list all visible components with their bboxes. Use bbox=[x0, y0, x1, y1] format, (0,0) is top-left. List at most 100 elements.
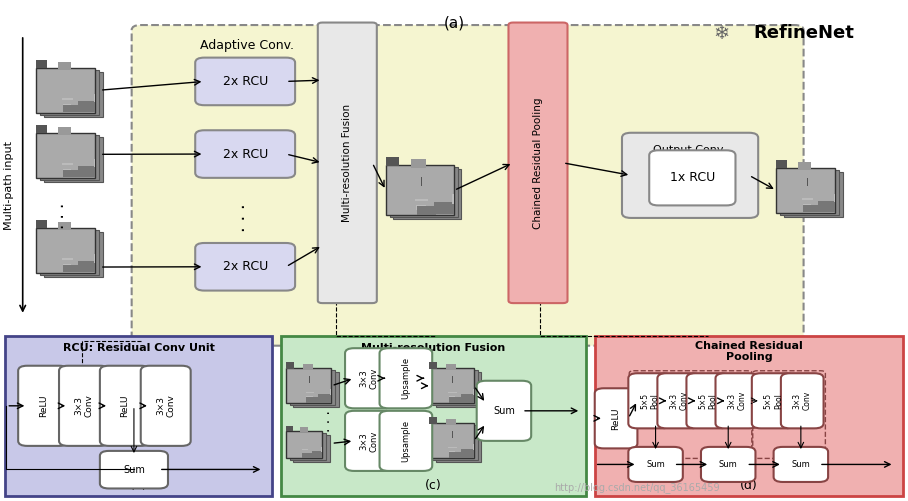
Bar bbox=[286, 368, 331, 403]
Bar bbox=[803, 205, 820, 212]
Bar bbox=[415, 199, 428, 201]
Bar bbox=[318, 394, 331, 403]
FancyBboxPatch shape bbox=[701, 447, 755, 482]
FancyBboxPatch shape bbox=[781, 373, 824, 428]
Bar bbox=[78, 166, 95, 177]
FancyBboxPatch shape bbox=[380, 348, 432, 408]
FancyBboxPatch shape bbox=[628, 447, 683, 482]
Bar bbox=[286, 362, 294, 369]
Bar bbox=[449, 452, 462, 458]
Bar bbox=[36, 220, 47, 228]
FancyBboxPatch shape bbox=[100, 366, 150, 446]
Bar bbox=[78, 101, 95, 112]
Bar bbox=[62, 258, 73, 260]
FancyBboxPatch shape bbox=[132, 25, 804, 346]
Bar bbox=[300, 427, 308, 432]
Bar bbox=[63, 264, 71, 269]
FancyBboxPatch shape bbox=[508, 23, 568, 303]
Bar bbox=[386, 165, 454, 215]
Bar bbox=[446, 419, 456, 425]
Bar bbox=[449, 396, 455, 400]
Bar bbox=[290, 433, 326, 460]
Text: Multi-resolution Fusion: Multi-resolution Fusion bbox=[342, 104, 352, 222]
Bar bbox=[63, 170, 80, 177]
Bar bbox=[307, 397, 320, 403]
Bar bbox=[286, 431, 322, 458]
Bar bbox=[473, 389, 474, 395]
Bar bbox=[421, 177, 422, 186]
Bar bbox=[776, 168, 835, 213]
Text: · · ·: · · · bbox=[236, 203, 254, 232]
FancyBboxPatch shape bbox=[477, 381, 531, 441]
Bar bbox=[429, 362, 437, 369]
Text: Sum: Sum bbox=[123, 465, 145, 474]
Bar bbox=[803, 204, 811, 208]
Text: http://blog.csdn.net/qq_36165459: http://blog.csdn.net/qq_36165459 bbox=[554, 482, 719, 493]
Bar bbox=[473, 444, 474, 450]
Text: Multi-path input: Multi-path input bbox=[4, 141, 15, 230]
Text: ReLU: ReLU bbox=[121, 395, 129, 417]
Bar bbox=[290, 370, 335, 405]
Bar bbox=[36, 133, 95, 178]
Bar bbox=[58, 127, 72, 135]
Bar bbox=[44, 137, 103, 182]
FancyBboxPatch shape bbox=[657, 373, 700, 428]
Bar bbox=[36, 125, 47, 133]
Bar bbox=[449, 392, 457, 393]
Text: RCU: Residual Conv Unit: RCU: Residual Conv Unit bbox=[63, 343, 214, 353]
Bar bbox=[449, 447, 457, 448]
Bar bbox=[436, 427, 481, 462]
Text: 3×3
Conv: 3×3 Conv bbox=[74, 394, 94, 417]
Bar bbox=[63, 105, 80, 112]
FancyBboxPatch shape bbox=[649, 150, 735, 205]
Bar bbox=[301, 449, 309, 450]
Text: 3×3
Conv: 3×3 Conv bbox=[360, 430, 379, 451]
FancyBboxPatch shape bbox=[622, 133, 758, 218]
Text: Chained Residual
Pooling: Chained Residual Pooling bbox=[696, 341, 803, 362]
FancyBboxPatch shape bbox=[141, 366, 191, 446]
Text: Chained Residual Pooling: Chained Residual Pooling bbox=[533, 97, 543, 228]
Bar bbox=[302, 453, 312, 458]
FancyBboxPatch shape bbox=[345, 348, 393, 408]
Text: · · ·: · · · bbox=[54, 202, 73, 228]
Text: 3×3
Conv: 3×3 Conv bbox=[360, 368, 379, 389]
Bar bbox=[460, 449, 474, 458]
Bar bbox=[417, 206, 436, 215]
Bar bbox=[776, 160, 787, 168]
Text: · · ·: · · · bbox=[322, 410, 337, 432]
FancyBboxPatch shape bbox=[716, 373, 758, 428]
Bar bbox=[429, 423, 474, 458]
Bar bbox=[432, 370, 478, 405]
FancyBboxPatch shape bbox=[195, 58, 295, 105]
Bar bbox=[434, 202, 454, 214]
Bar bbox=[802, 198, 813, 200]
Bar bbox=[36, 68, 95, 113]
Text: 3×3
Conv: 3×3 Conv bbox=[727, 391, 746, 410]
Bar bbox=[303, 364, 313, 370]
FancyBboxPatch shape bbox=[628, 373, 671, 428]
Text: 5×5
Pool: 5×5 Pool bbox=[764, 393, 783, 409]
Bar bbox=[62, 98, 73, 100]
Text: Output Conv.: Output Conv. bbox=[654, 145, 726, 155]
Text: Sum: Sum bbox=[646, 460, 665, 469]
Bar bbox=[411, 159, 427, 168]
Text: ReLU: ReLU bbox=[39, 395, 47, 417]
FancyBboxPatch shape bbox=[195, 243, 295, 291]
Text: Sum: Sum bbox=[792, 460, 810, 469]
Bar bbox=[393, 169, 461, 219]
Text: 2x RCU: 2x RCU bbox=[222, 75, 268, 88]
Bar bbox=[595, 336, 903, 496]
Text: (b): (b) bbox=[130, 479, 147, 492]
Bar bbox=[436, 372, 481, 407]
Bar bbox=[818, 201, 835, 212]
Text: (a): (a) bbox=[443, 15, 465, 30]
FancyBboxPatch shape bbox=[752, 373, 794, 428]
FancyBboxPatch shape bbox=[774, 447, 828, 482]
Bar bbox=[40, 70, 99, 115]
Text: RefineNet: RefineNet bbox=[754, 24, 854, 42]
Bar bbox=[432, 425, 478, 460]
Bar bbox=[36, 228, 95, 273]
Bar bbox=[58, 62, 72, 70]
FancyBboxPatch shape bbox=[59, 366, 109, 446]
Bar bbox=[58, 222, 72, 230]
